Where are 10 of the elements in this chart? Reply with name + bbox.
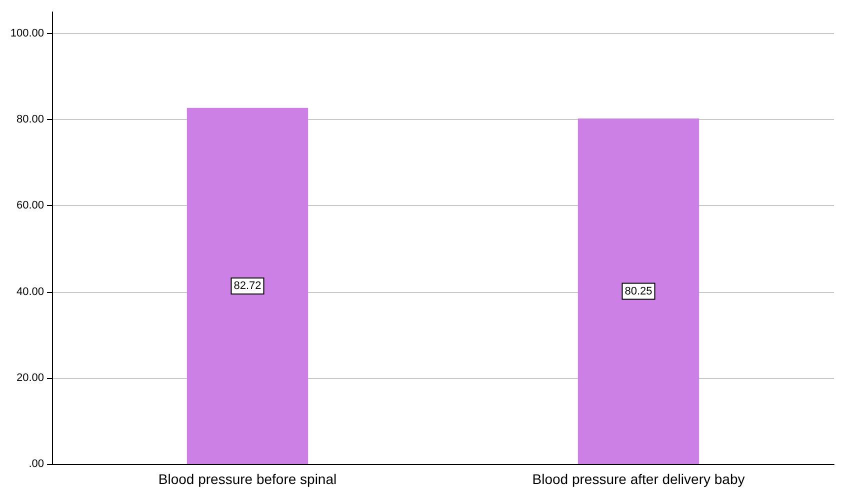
y-tick-label: 60.00 — [16, 200, 44, 212]
y-tick-label: 20.00 — [16, 372, 44, 384]
y-tick-label: 100.00 — [10, 28, 44, 40]
data-label: 82.72 — [234, 280, 262, 292]
y-tick-label: 80.00 — [16, 114, 44, 126]
y-tick-label: .00 — [28, 458, 44, 470]
x-tick-label: Blood pressure before spinal — [158, 471, 337, 487]
x-tick-label: Blood pressure after delivery baby — [532, 471, 745, 487]
y-tick-label: 40.00 — [16, 286, 44, 298]
data-label: 80.25 — [624, 285, 652, 298]
